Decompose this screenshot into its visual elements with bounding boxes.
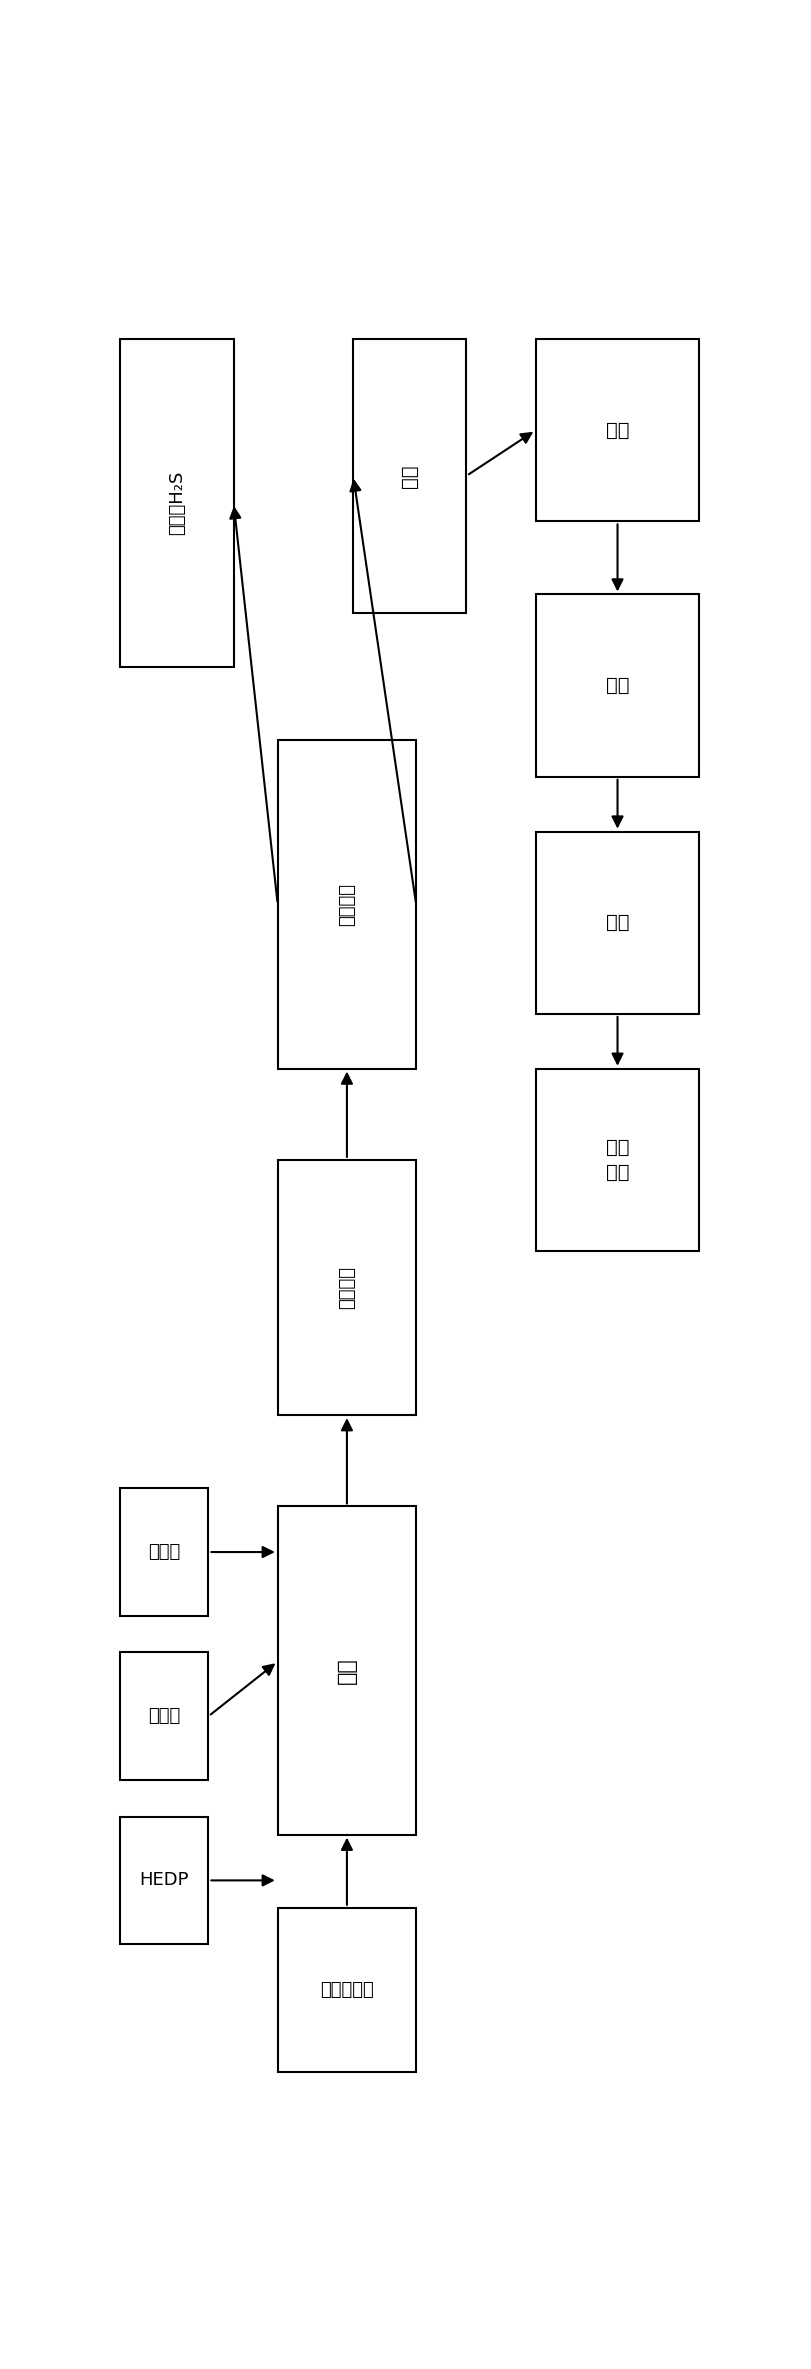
Bar xyxy=(353,339,466,614)
Text: HEDP: HEDP xyxy=(139,1872,189,1890)
Bar xyxy=(277,1507,416,1836)
Bar xyxy=(535,339,698,521)
Bar xyxy=(120,339,234,668)
Bar xyxy=(277,1907,416,2073)
Bar xyxy=(120,1654,208,1779)
Bar xyxy=(277,1161,416,1414)
Text: 活性碘: 活性碘 xyxy=(148,1542,180,1561)
Bar xyxy=(277,739,416,1068)
Text: 升温脱砧: 升温脱砧 xyxy=(337,884,355,926)
Text: 碱吸收H₂S: 碱吸收H₂S xyxy=(168,471,186,535)
Text: 清洗反应器: 清洗反应器 xyxy=(320,1980,373,1999)
Bar xyxy=(535,595,698,777)
Text: 保温: 保温 xyxy=(400,464,418,488)
Text: 放料
包装: 放料 包装 xyxy=(605,1137,629,1182)
Bar xyxy=(535,832,698,1014)
Text: 升温: 升温 xyxy=(605,422,629,441)
Text: 过滤: 过滤 xyxy=(605,675,629,694)
Bar xyxy=(535,1068,698,1251)
Text: 检测: 检测 xyxy=(605,912,629,933)
Bar xyxy=(120,1488,208,1616)
Text: 脱砧剂: 脱砧剂 xyxy=(148,1708,180,1725)
Bar xyxy=(120,1817,208,1945)
Text: 搞拌均匀: 搞拌均匀 xyxy=(337,1265,355,1310)
Text: 投料: 投料 xyxy=(337,1658,357,1684)
